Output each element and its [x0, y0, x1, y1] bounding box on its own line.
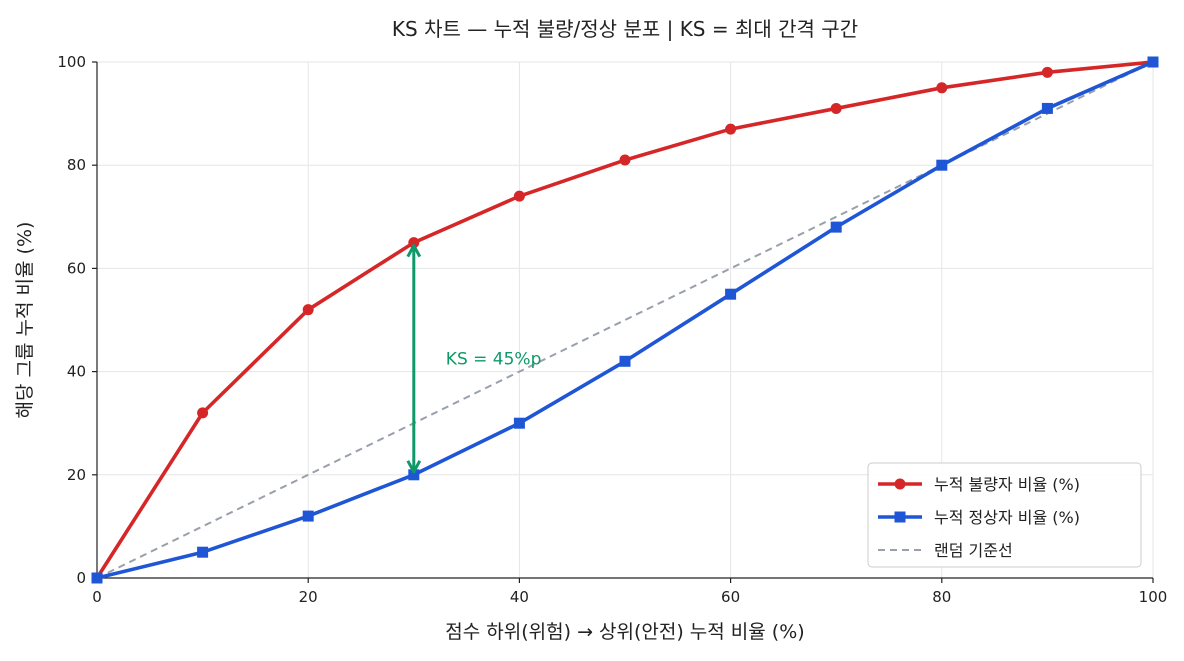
legend-marker-1 [894, 511, 906, 523]
x-axis-label: 점수 하위(위험) → 상위(안전) 누적 비율 (%) [445, 621, 804, 643]
series-line-2 [96, 61, 1154, 579]
y-tick-label: 40 [67, 363, 86, 381]
series-1-point [197, 546, 209, 558]
x-tick-label: 40 [510, 588, 529, 606]
series-0-point [408, 237, 420, 249]
legend-label-1: 누적 정상자 비율 (%) [934, 508, 1080, 527]
y-tick-label: 0 [76, 569, 86, 587]
x-tick-label: 100 [1139, 588, 1168, 606]
legend-marker-0 [894, 478, 906, 490]
legend-label-2: 랜덤 기준선 [934, 541, 1013, 560]
series-0-point [725, 123, 737, 135]
series-0-point [197, 407, 209, 419]
y-axis-label: 해당 그룹 누적 비율 (%) [14, 222, 36, 419]
legend: 누적 불량자 비율 (%) 누적 정상자 비율 (%) 랜덤 기준선 [867, 462, 1142, 568]
y-tick-label: 100 [57, 53, 86, 71]
y-tick-label: 80 [67, 156, 86, 174]
chart-title: KS 차트 — 누적 불량/정상 분포 | KS = 최대 간격 구간 [392, 17, 858, 41]
series-0-point [513, 190, 525, 202]
series-1-point [91, 572, 103, 584]
series-1-point [302, 510, 314, 522]
x-tick-label: 80 [932, 588, 951, 606]
series-0-point [302, 304, 314, 316]
ks-arrow-head-bottom [406, 460, 422, 474]
series-1-point [830, 221, 842, 233]
series-lines [91, 56, 1159, 584]
legend-box [867, 462, 1142, 568]
series-1-point [619, 355, 631, 367]
ks-label: KS = 45%p [446, 350, 542, 370]
x-tick-label: 60 [721, 588, 740, 606]
x-tick-label: 20 [299, 588, 318, 606]
ks-arrow-head-top [406, 244, 422, 258]
axes [96, 62, 1153, 579]
series-0-point [936, 82, 948, 94]
y-tick-label: 20 [67, 466, 86, 484]
series-0-point [1041, 66, 1053, 78]
tick-labels: 0 20 40 60 80 100 0 20 40 60 80 100 [57, 53, 1167, 606]
y-tick-label: 60 [67, 259, 86, 277]
series-1-point [936, 159, 948, 171]
series-1-point [725, 288, 737, 300]
series-1-point [1041, 102, 1053, 114]
ks-annotation: KS = 45%p [406, 244, 542, 474]
series-0-point [619, 154, 631, 166]
x-tick-label: 0 [92, 588, 102, 606]
series-1-point [513, 417, 525, 429]
series-0-point [830, 102, 842, 114]
legend-label-0: 누적 불량자 비율 (%) [934, 475, 1080, 494]
series-1-point [408, 469, 420, 481]
series-1-point [1147, 56, 1159, 68]
